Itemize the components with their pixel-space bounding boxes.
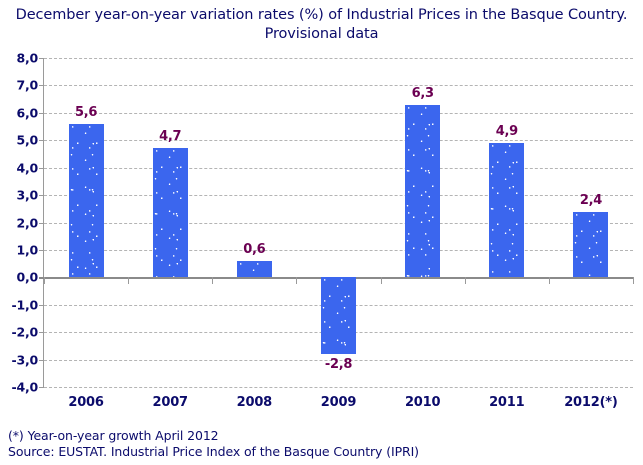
gridline: [44, 359, 633, 361]
x-axis-label-2011: 2011: [489, 395, 525, 410]
x-axis-label-2010: 2010: [404, 395, 441, 410]
x-axis-label-2008: 2008: [236, 395, 273, 410]
x-axis-tick: [296, 277, 298, 285]
x-axis-tick: [212, 277, 214, 285]
y-axis-label: 0,0: [16, 269, 38, 285]
y-axis-tick: [39, 167, 44, 169]
y-axis-tick: [39, 387, 44, 388]
y-axis-label: -4,0: [11, 379, 38, 395]
y-axis-tick: [39, 359, 44, 361]
bar-value-label: 5,6: [74, 104, 98, 120]
x-axis-label-2009: 2009: [320, 395, 357, 410]
bar-value-label: 6,3: [411, 85, 434, 101]
y-axis-tick: [39, 222, 44, 224]
y-axis-label: 3,0: [16, 187, 38, 203]
y-axis-label: 8,0: [16, 50, 38, 66]
gridline: [44, 167, 633, 169]
gridline: [44, 140, 633, 142]
y-axis-label: -1,0: [11, 297, 38, 313]
y-axis-label: -2,0: [11, 324, 38, 340]
gridline: [44, 85, 633, 87]
x-axis-tick: [380, 277, 382, 285]
x-axis-label-2007: 2007: [152, 395, 189, 410]
bar-value-label: 4,7: [159, 129, 182, 145]
bar-value-label: 4,9: [495, 123, 518, 139]
y-axis-label: 1,0: [16, 242, 38, 258]
bar[interactable]: [152, 148, 188, 278]
bar-value-label: 2,4: [579, 192, 602, 208]
bar-value-label: 0,6: [243, 241, 266, 257]
y-axis-tick: [39, 249, 44, 251]
x-axis-tick: [464, 277, 466, 285]
bar[interactable]: [573, 211, 609, 278]
x-axis-tick: [548, 277, 550, 285]
y-axis-tick: [39, 140, 44, 142]
y-axis-tick: [39, 112, 44, 114]
x-axis-tick: [633, 277, 634, 285]
y-axis-label: 5,0: [16, 132, 38, 148]
bar-value-label: -2,8: [324, 357, 353, 373]
footnote-source: Source: EUSTAT. Industrial Price Index o…: [8, 444, 419, 459]
gridline: [44, 195, 633, 197]
bar[interactable]: [236, 260, 272, 278]
bar[interactable]: [405, 104, 441, 278]
y-axis-label: 4,0: [16, 160, 38, 176]
bar[interactable]: [68, 123, 104, 278]
gridline: [44, 58, 633, 59]
y-axis-label: -3,0: [11, 352, 38, 368]
y-axis-label: 7,0: [16, 77, 38, 93]
footnotes: (*) Year-on-year growth April 2012 Sourc…: [8, 428, 419, 460]
bar[interactable]: [489, 142, 525, 278]
plot-area: 8,0 7,0 6,0 5,0 4,0 3,0 2,0 1,0 0,0 -1,0 -2,0 -3,0 -…: [11, 51, 634, 395]
x-axis-tick: [44, 277, 45, 285]
x-axis-tick: [128, 277, 130, 285]
gridline: [44, 222, 633, 224]
footnote-asterisk: (*) Year-on-year growth April 2012: [8, 428, 219, 443]
page-title: December year-on-year variation rates (%…: [15, 7, 628, 42]
y-axis-tick: [39, 195, 44, 197]
y-axis-tick: [39, 58, 44, 59]
y-axis-tick: [39, 304, 44, 306]
gridline: [44, 387, 633, 388]
bar[interactable]: [321, 277, 356, 355]
y-axis-label: 6,0: [16, 105, 38, 121]
y-axis-tick: [39, 332, 44, 334]
y-axis-tick: [39, 85, 44, 87]
x-axis-label-2006: 2006: [68, 395, 104, 410]
gridline: [44, 249, 633, 251]
x-axis-label-2012: 2012(*): [564, 395, 618, 410]
gridline: [44, 112, 633, 114]
y-axis-label: 2,0: [16, 215, 38, 230]
